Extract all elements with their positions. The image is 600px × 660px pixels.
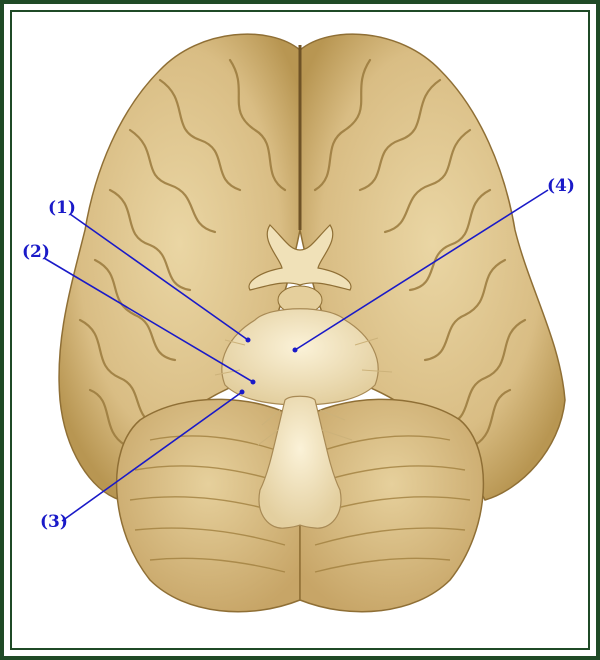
leader-line-3	[61, 391, 243, 522]
optic-chiasm	[248, 224, 352, 291]
brainstem	[214, 308, 393, 529]
leader-point-2	[250, 379, 256, 385]
leader-point-1	[245, 337, 251, 343]
callout-label-4: (4)	[547, 176, 575, 196]
callout-label-3: (3)	[40, 512, 68, 532]
leader-line-1	[69, 213, 249, 341]
cranial-nerve-roots	[214, 337, 393, 446]
pons	[221, 308, 379, 406]
leader-point-3	[239, 389, 245, 395]
leader-line-4	[294, 189, 549, 351]
optic-chiasm-region	[248, 224, 352, 315]
medulla	[258, 395, 342, 529]
callout-leader-lines	[43, 189, 549, 522]
callout-label-1: (1)	[48, 198, 76, 218]
callout-label-2: (2)	[22, 242, 50, 262]
image-frame-inner-border	[10, 10, 590, 650]
leader-line-2	[43, 257, 254, 383]
leader-point-4	[292, 347, 298, 353]
gyri-pattern	[78, 58, 527, 447]
